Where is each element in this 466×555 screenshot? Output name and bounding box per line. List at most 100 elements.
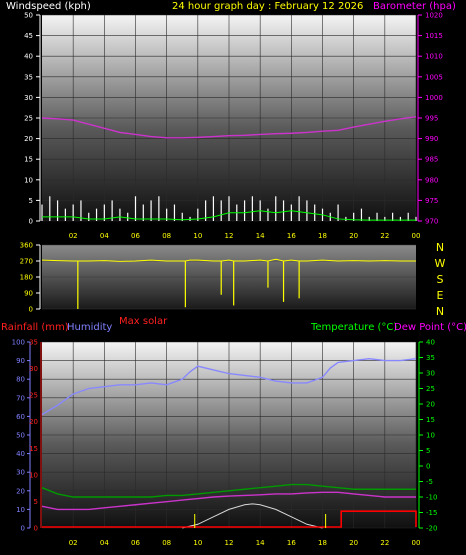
rainfall-tick-label: 30 [29,365,38,373]
humidity-line [41,358,417,416]
dewpoint-line [41,491,416,511]
panel1-x-tick-label: 02 [69,232,78,240]
humidity-tick-label: 100 [12,339,25,347]
humidity-tick-label: 80 [16,376,25,384]
panel1-x-ticks: 02 04 06 08 10 12 14 16 18 20 22 00 [69,232,421,240]
panel1-left-ticks: 0 5 10 15 20 25 30 35 40 45 50 [24,12,40,226]
panel1-x-tick-label: 08 [162,232,171,240]
panel3-x-tick-label: 10 [193,539,202,547]
barometer-line [41,116,417,139]
rainfall-tick-label: 20 [29,418,38,426]
panel1-x-tick-label: 10 [193,232,202,240]
panel2-left-tick-label: 180 [20,274,33,282]
panel1-left-tick-label: 0 [29,218,33,226]
panel3-x-tick-label: 18 [318,539,327,547]
panel1-right-tick-label: 980 [425,176,438,184]
temperature-tick-label: -10 [426,494,437,502]
rainfall-tick-label: 10 [29,471,38,479]
dewpoint-axis-label: Dew Point (°C) [394,322,466,333]
panel3-x-tick-label: 12 [225,539,234,547]
panel3-x-tick-label: 20 [349,539,358,547]
panel1-x-tick-label: 12 [225,232,234,240]
wind-direction-line [41,258,416,262]
humidity-tick-label: 30 [16,469,25,477]
panel1-x-tick-label: 18 [318,232,327,240]
temperature-tick-label: 20 [426,401,435,409]
compass-label: W [435,257,446,270]
temperature-ticks: -20 -15 -10 -5 0 5 10 15 20 25 30 35 40 [419,339,437,533]
panel2-left-tick-label: 360 [20,242,33,250]
panel1-x-tick-label: 14 [256,232,265,240]
panel3-x-tick-label: 14 [256,539,265,547]
panel1-x-tick-label: 00 [412,232,421,240]
rainfall-line [42,510,417,528]
panel2-series [41,258,416,309]
panel1-x-tick-label: 06 [131,232,140,240]
max-solar-line [182,503,323,529]
panel1-grid [42,14,417,222]
panel2-left-tick-label: 90 [24,290,33,298]
panel3-x-tick-label: 22 [380,539,389,547]
rainfall-tick-label: 25 [29,392,38,400]
panel1-left-tick-label: 30 [24,94,33,102]
rainfall-tick-label: 15 [29,445,38,453]
panel3-series [41,358,417,529]
temperature-tick-label: 5 [426,447,430,455]
temperature-tick-label: 0 [426,463,430,471]
compass-label: S [437,273,444,286]
compass-label: N [436,241,444,254]
panel3-x-tick-label: 06 [131,539,140,547]
rainfall-tick-label: 35 [29,339,38,347]
panel1-left-tick-label: 20 [24,135,33,143]
panel1-left-tick-label: 35 [24,73,33,81]
panel3-x-tick-label: 08 [162,539,171,547]
panel1-right-tick-label: 985 [425,156,438,164]
humidity-tick-label: 50 [16,432,25,440]
humidity-tick-label: 20 [16,487,25,495]
humidity-tick-label: 60 [16,413,25,421]
humidity-tick-label: 70 [16,394,25,402]
panel1-right-tick-label: 1005 [425,73,443,81]
temperature-tick-label: -15 [426,509,437,517]
panel3-x-tick-label: 02 [69,539,78,547]
panel1-right-tick-label: 1000 [425,94,443,102]
compass-label: E [437,289,444,302]
panel2-left-ticks: 0 90 180 270 360 [20,242,40,314]
temperature-tick-label: -5 [426,478,433,486]
panel1-right-ticks: 970 975 980 985 990 995 1000 1005 1010 1015 1020 [418,12,443,226]
max-solar-label: Max solar [119,316,168,327]
panel1-left-tick-label: 40 [24,53,33,61]
panel1-series [41,116,417,221]
panel1-right-tick-label: 970 [425,218,438,226]
panel1-left-tick-label: 25 [24,115,33,123]
panel2-grid [42,244,416,310]
temperature-tick-label: 40 [426,339,435,347]
rainfall-tick-label: 5 [34,498,38,506]
panel1-left-tick-label: 10 [24,176,33,184]
panel3-x-tick-label: 04 [100,539,109,547]
panel1-x-tick-label: 16 [287,232,296,240]
panel1-x-tick-label: 22 [380,232,389,240]
compass-label: N [436,305,444,318]
rainfall-tick-label: 0 [34,525,38,533]
barometer-axis-label: Barometer (hpa) [373,1,456,12]
rainfall-axis-label: Rainfall (mm) [1,322,69,333]
panel1-x-tick-label: 20 [349,232,358,240]
temperature-tick-label: 25 [426,385,435,393]
panel1-right-tick-label: 990 [425,135,438,143]
temperature-tick-label: 30 [426,370,435,378]
panel1-right-tick-label: 975 [425,197,438,205]
humidity-tick-label: 10 [16,506,25,514]
chart-title: 24 hour graph day : February 12 2026 [172,1,363,12]
windspeed-axis-label: Windspeed (kph) [6,1,91,12]
rainfall-ticks: 0 5 10 15 20 25 30 35 [29,339,38,533]
temperature-tick-label: 15 [426,416,435,424]
humidity-ticks: 0 10 20 30 40 50 60 70 80 90 100 [12,339,30,533]
panel1-right-tick-label: 1010 [425,53,443,61]
humidity-tick-label: 0 [21,525,25,533]
